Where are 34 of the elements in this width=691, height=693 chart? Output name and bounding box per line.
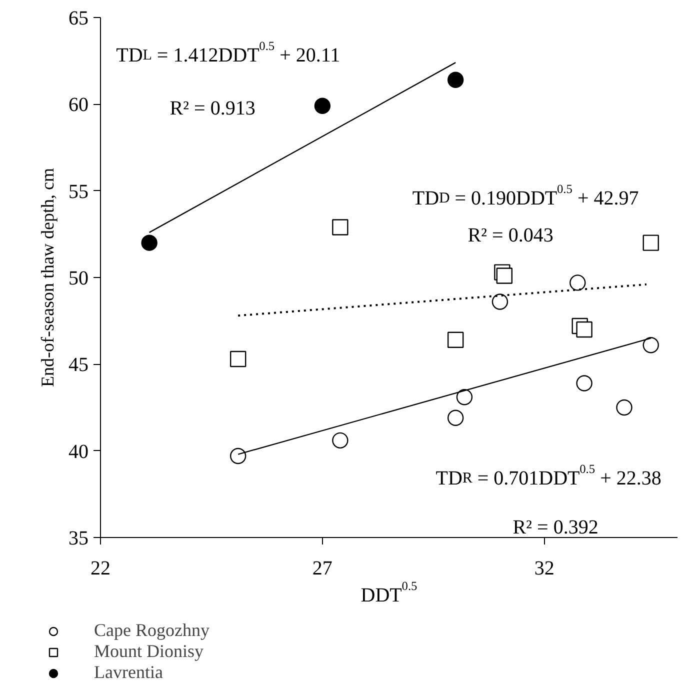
y-tick-label: 45 [68, 354, 88, 376]
y-tick-label: 50 [68, 268, 88, 290]
point [456, 389, 473, 406]
point [230, 448, 246, 464]
legend-label: Cape Rogozhny [94, 620, 210, 641]
point [447, 410, 464, 426]
point [492, 294, 508, 310]
y-axis-title: End-of-season thaw depth, cm [38, 168, 58, 387]
legend-label: Mount Dionisy [94, 641, 204, 662]
y-tick-label: 40 [68, 440, 88, 463]
point [642, 337, 659, 354]
annotation: R² = 0.392 [512, 516, 598, 538]
point [576, 375, 592, 392]
x-tick-label: 32 [534, 558, 554, 580]
y-tick-label: 65 [68, 8, 88, 30]
x-tick-label: 27 [312, 558, 332, 580]
point [496, 268, 512, 284]
point [642, 234, 659, 251]
point [230, 350, 246, 368]
annotation: R² = 0.043 [468, 224, 554, 246]
point [576, 321, 592, 338]
point [314, 98, 331, 114]
y-tick-label: 35 [68, 528, 88, 550]
annotation: R² = 0.913 [170, 98, 256, 120]
y-tick-label: 55 [68, 180, 88, 203]
point [332, 432, 348, 449]
point [616, 399, 632, 416]
point [332, 219, 348, 236]
point [141, 234, 158, 251]
x-tick-label: 22 [90, 558, 110, 580]
point [447, 72, 464, 88]
point [447, 332, 464, 348]
legend-label: Lavrentia [94, 662, 163, 683]
y-tick-label: 60 [68, 94, 88, 116]
